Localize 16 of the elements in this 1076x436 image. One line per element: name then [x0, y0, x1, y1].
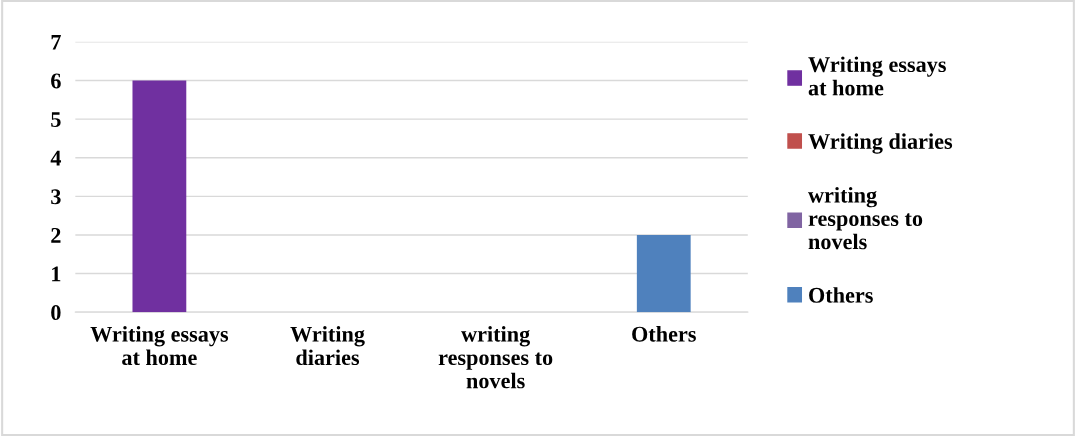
legend-label: Others — [809, 287, 873, 303]
legend-label: Writing diaries — [808, 133, 953, 154]
legend-label: writing responses to novels — [808, 187, 923, 250]
x-tick-label: writing responses to novels — [438, 326, 553, 389]
legend-label: Writing essays at home — [808, 56, 946, 96]
y-tick-label: 2 — [51, 227, 61, 243]
x-tick-label: Writing essays at home — [90, 326, 229, 366]
y-tick-label: 5 — [51, 112, 61, 128]
y-tick-label: 0 — [51, 305, 61, 321]
y-tick-label: 3 — [51, 189, 61, 205]
y-tick-label: 7 — [51, 35, 61, 50]
y-tick-label: 1 — [52, 266, 61, 282]
x-tick-label: Writing diaries — [290, 326, 365, 366]
x-tick-label: Others — [632, 326, 696, 342]
y-tick-label: 6 — [51, 73, 61, 89]
y-tick-label: 4 — [50, 150, 62, 166]
